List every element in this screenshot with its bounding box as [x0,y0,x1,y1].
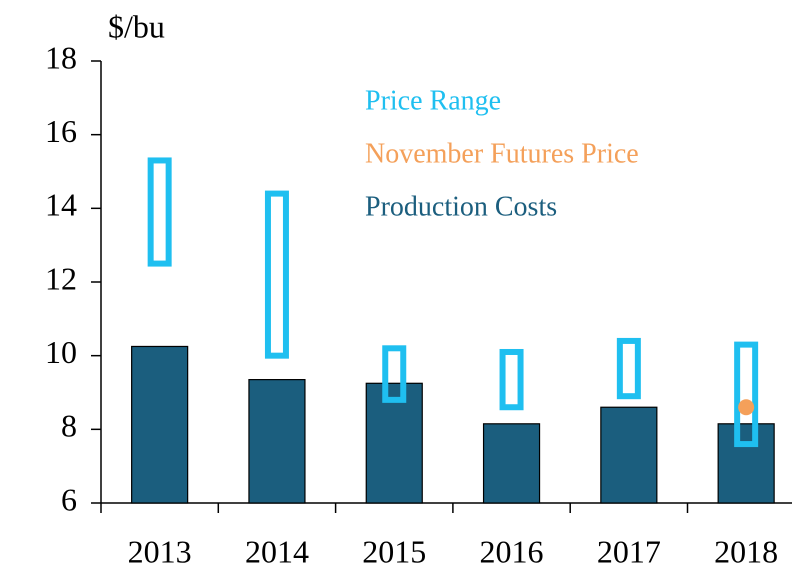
legend-entry: Production Costs [365,191,557,222]
y-tick-label: 8 [61,408,77,444]
x-tick-label: 2013 [128,533,192,569]
bar [248,379,306,504]
price-range [734,341,759,448]
bar [482,423,541,504]
y-tick-label: 6 [61,481,77,517]
legend-entry: Price Range [365,85,501,116]
y-tick-label: 16 [45,113,77,149]
x-tick-label: 2018 [714,533,778,569]
x-tick-label: 2017 [597,533,661,569]
x-tick-label: 2016 [480,533,544,569]
x-tick-label: 2014 [245,533,309,569]
price-range [382,345,407,403]
y-tick-label: 12 [45,260,77,296]
y-axis-label: $/bu [108,8,165,44]
y-tick-label: 10 [45,334,77,370]
y-tick-label: 14 [45,187,77,223]
bar [365,382,423,504]
price-range [499,348,524,411]
x-tick-label: 2015 [362,533,426,569]
bar [131,345,189,504]
price-range [264,190,289,359]
futures-dot [738,399,755,416]
price-range [616,337,641,400]
legend-entry: November Futures Price [365,138,639,169]
bar [717,423,775,504]
bar [600,406,658,504]
y-tick-label: 18 [45,39,77,75]
price-range [147,157,172,267]
